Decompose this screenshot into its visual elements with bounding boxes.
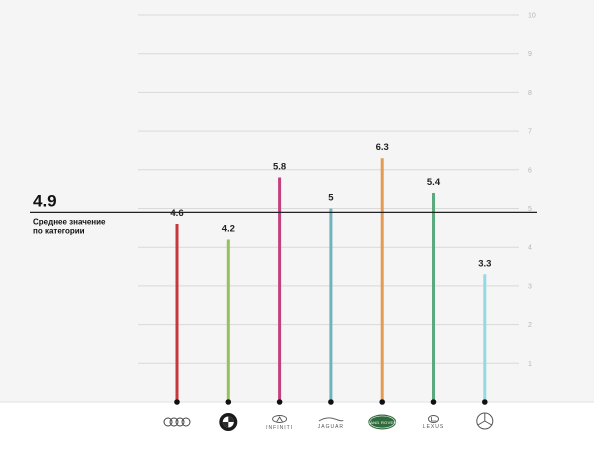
audi-logo-icon — [163, 417, 191, 427]
bmw-logo-icon — [219, 413, 238, 431]
infiniti-logo-icon: INFINITI — [266, 415, 293, 431]
lexus-logo-icon: LEXUS — [423, 415, 444, 430]
average-caption-line1: Среднее значение — [33, 217, 106, 226]
bars: 4.6 4.2 5.8 5 6.3 5.4 3.3 — [170, 142, 491, 405]
y-tick-label: 3 — [528, 283, 532, 290]
y-tick-label: 7 — [528, 129, 532, 136]
bar-base-dot — [276, 399, 283, 405]
land-rover-logo-icon: LAND ROVER — [368, 414, 397, 430]
land-rover-logo-text: LAND ROVER — [368, 420, 397, 425]
bar-base-dot — [379, 399, 386, 405]
y-tick-label: 1 — [528, 361, 532, 368]
y-tick-label: 6 — [528, 167, 532, 174]
average-value: 4.9 — [33, 191, 57, 210]
bar-value-label: 5.8 — [273, 162, 286, 173]
logo-footer — [0, 402, 594, 450]
bar-base-dot — [174, 399, 180, 405]
y-tick-label: 4 — [528, 245, 532, 252]
bar-base-dot — [328, 399, 334, 405]
infiniti-logo-text: INFINITI — [266, 425, 293, 431]
bar-value-label: 5.4 — [427, 177, 441, 188]
jaguar-logo-icon: JAGUAR — [318, 417, 344, 430]
bar-value-label: 6.3 — [376, 142, 389, 153]
y-tick-label: 8 — [528, 90, 532, 97]
mercedes-logo-icon — [476, 412, 494, 430]
bar-value-label: 5 — [328, 193, 334, 204]
bar-base-dot — [482, 399, 488, 405]
bar-base-dot — [225, 399, 232, 405]
bar-value-label: 4.2 — [222, 223, 235, 234]
grid-lines — [138, 14, 519, 364]
y-tick-label: 5 — [528, 206, 532, 213]
lexus-logo-text: LEXUS — [423, 424, 444, 430]
average-block: 4.9 Среднее значение по категории — [30, 191, 537, 235]
bar-base-dot — [430, 399, 437, 405]
average-caption-line2: по категории — [33, 226, 85, 235]
brand-logos: INFINITI JAGUAR LAND ROVER LEXUS — [163, 412, 494, 431]
y-tick-labels: 1 2 3 4 5 6 7 8 9 10 — [528, 13, 536, 368]
bar-value-label: 3.3 — [478, 258, 491, 269]
y-tick-label: 2 — [528, 322, 532, 329]
y-tick-label: 10 — [528, 13, 536, 20]
bar-value-label: 4.6 — [170, 208, 183, 219]
y-tick-label: 9 — [528, 51, 532, 58]
jaguar-logo-text: JAGUAR — [318, 424, 344, 430]
